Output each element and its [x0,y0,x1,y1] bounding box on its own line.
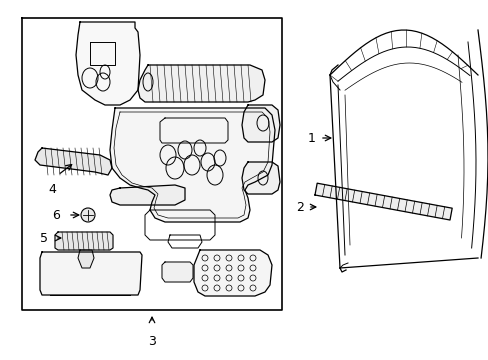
Text: 5: 5 [40,231,48,244]
Text: 6: 6 [52,208,60,221]
Text: 1: 1 [307,131,315,144]
Polygon shape [194,250,271,296]
Polygon shape [314,183,451,220]
Polygon shape [138,65,264,102]
Circle shape [81,208,95,222]
Text: 4: 4 [48,183,56,196]
Text: 2: 2 [296,201,304,213]
Polygon shape [76,22,140,105]
Polygon shape [110,108,274,222]
Polygon shape [35,148,112,175]
Polygon shape [110,185,184,205]
Polygon shape [242,105,280,142]
Polygon shape [55,232,113,250]
Polygon shape [78,250,94,268]
Polygon shape [162,262,193,282]
Polygon shape [40,252,142,295]
Polygon shape [242,162,280,194]
Text: 3: 3 [148,335,156,348]
